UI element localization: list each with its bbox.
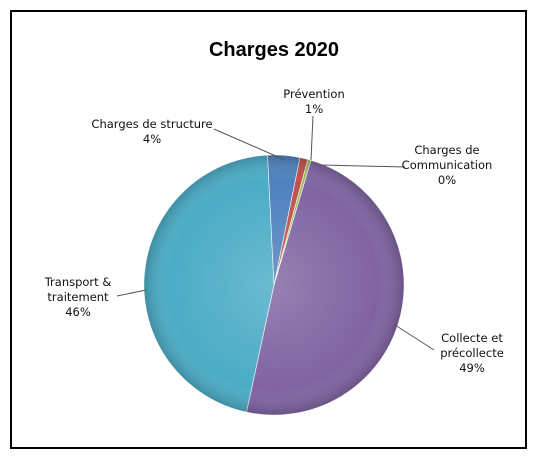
data-label: Collecte et précollecte 49% <box>440 331 504 375</box>
leader-line <box>321 164 406 168</box>
leader-line <box>310 115 314 161</box>
data-label-line: Transport & <box>44 275 112 289</box>
pie-slice-transport-traitement <box>143 154 275 413</box>
data-label: Charges de Communication 0% <box>402 143 493 187</box>
data-label-line: Communication <box>402 158 493 172</box>
data-label-line: 4% <box>143 132 161 146</box>
data-label-line: 0% <box>438 173 456 187</box>
data-label-line: précollecte <box>440 346 504 360</box>
data-labels: Prévention 1% Charges de Communication 0% Col… <box>44 87 504 375</box>
data-label-line: traitement <box>47 290 109 304</box>
leader-line <box>213 128 286 161</box>
data-label-line: 46% <box>65 305 91 319</box>
pie-slices <box>143 154 405 416</box>
data-label-line: Charges de <box>414 143 479 157</box>
data-label: Charges de structure 4% <box>91 117 212 146</box>
leader-lines <box>116 115 435 351</box>
data-label-line: Charges de structure <box>91 117 212 131</box>
data-label: Prévention 1% <box>283 87 344 116</box>
chart-title: Charges 2020 <box>209 39 339 61</box>
data-label-line: Prévention <box>283 87 344 101</box>
leader-line <box>394 324 435 351</box>
data-label: Transport & traitement 46% <box>44 275 112 319</box>
data-label-line: Collecte et <box>441 331 503 345</box>
data-label-line: 49% <box>459 361 485 375</box>
leader-line <box>116 289 147 297</box>
data-label-line: 1% <box>305 102 323 116</box>
